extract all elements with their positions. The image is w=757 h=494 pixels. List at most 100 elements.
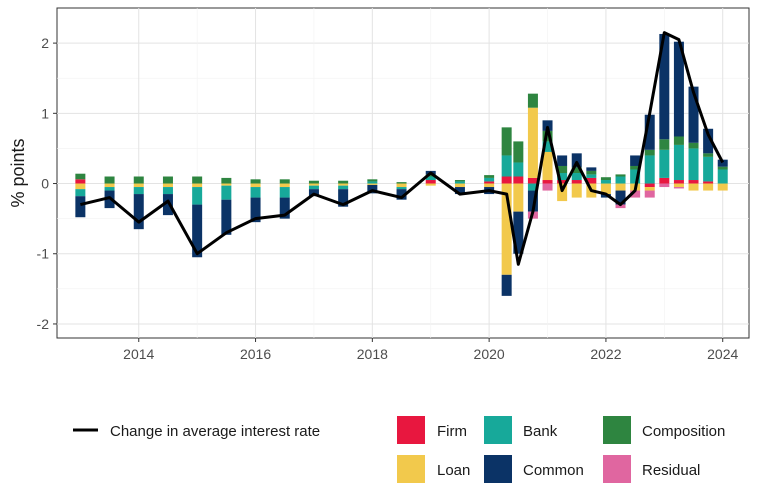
- bar-segment-composition: [396, 182, 407, 184]
- bar-segment-bank: [703, 156, 714, 182]
- bar-segment-loan: [717, 183, 728, 191]
- bar-segment-residual: [615, 204, 626, 209]
- bar-segment-firm: [501, 176, 512, 184]
- bar-segment-firm: [571, 180, 582, 184]
- bar-segment-composition: [571, 167, 582, 173]
- x-tick-label: 2016: [240, 346, 271, 362]
- bar-segment-firm: [484, 181, 495, 184]
- bar-segment-loan: [484, 183, 495, 188]
- bar-segment-firm: [527, 177, 538, 184]
- bar-segment-composition: [600, 177, 611, 181]
- axis-ticks: -2 -1 0 1 2 2014 2016 2018 2020 2022 2024: [37, 35, 739, 362]
- bar-segment-bank: [501, 155, 512, 177]
- bar-segment-common: [396, 189, 407, 200]
- bar-segment-common: [557, 155, 568, 166]
- x-tick-label: 2020: [474, 346, 505, 362]
- bar-segment-bank: [688, 148, 699, 181]
- bar-segment-bank: [600, 180, 611, 184]
- bar-segment-composition: [250, 179, 261, 184]
- bar-segment-composition: [644, 149, 655, 156]
- bar-segment-bank: [192, 187, 203, 205]
- bar-segment-common: [75, 196, 86, 218]
- bar-segment-common: [338, 189, 349, 207]
- bar-segment-bank: [717, 169, 728, 184]
- bar-segment-composition: [104, 176, 115, 184]
- legend-composition-label: Composition: [642, 423, 725, 440]
- bar-segment-loan: [250, 183, 261, 188]
- y-tick-label: -1: [37, 246, 50, 262]
- bar-segment-composition: [279, 179, 290, 184]
- bar-segment-common: [630, 155, 641, 166]
- bar-segment-common: [221, 199, 232, 235]
- bar-segment-composition: [133, 176, 144, 184]
- bar-segment-loan: [396, 183, 407, 188]
- bar-segment-common: [644, 114, 655, 150]
- y-tick-label: 0: [41, 176, 49, 192]
- bar-segment-common: [703, 128, 714, 154]
- bar-segment-common: [571, 153, 582, 168]
- bar-segment-common: [162, 194, 173, 216]
- legend-loan-label: Loan: [437, 462, 470, 479]
- bar-segment-common: [717, 159, 728, 167]
- legend-common-swatch: [484, 455, 512, 483]
- bar-segment-loan: [557, 183, 568, 202]
- bar-segment-firm: [659, 177, 670, 184]
- bar-segment-loan: [615, 183, 626, 191]
- bar-segment-firm: [688, 180, 699, 184]
- bar-segment-firm: [425, 180, 436, 184]
- bar-segment-bank: [586, 174, 597, 178]
- bar-segment-firm: [673, 180, 684, 184]
- bar-segment-composition: [688, 142, 699, 149]
- bar-segment-common: [454, 187, 465, 195]
- bar-segment-bank: [615, 176, 626, 184]
- legend-bank-label: Bank: [523, 423, 558, 440]
- bar-segment-loan: [279, 183, 290, 188]
- bar-segment-loan: [644, 187, 655, 191]
- legend-residual-label: Residual: [642, 462, 700, 479]
- bar-segment-loan: [367, 183, 378, 185]
- bar-segment-common: [250, 197, 261, 223]
- x-tick-label: 2018: [357, 346, 388, 362]
- x-tick-label: 2014: [123, 346, 154, 362]
- bar-segment-composition: [162, 176, 173, 184]
- bar-segment-firm: [703, 181, 714, 184]
- legend-firm-label: Firm: [437, 423, 467, 440]
- legend-bank-swatch: [484, 416, 512, 444]
- legend-composition-swatch: [603, 416, 631, 444]
- bar-segment-bank: [396, 187, 407, 190]
- bar-segment-bank: [367, 181, 378, 184]
- bar-segment-residual: [673, 187, 684, 189]
- bar-segment-composition: [659, 139, 670, 150]
- bar-segment-loan: [308, 183, 319, 186]
- bar-segment-residual: [659, 183, 670, 188]
- bar-segment-loan: [673, 183, 684, 188]
- y-axis-label: % points: [8, 138, 28, 207]
- bar-segment-firm: [586, 177, 597, 184]
- bar-segment-bank: [221, 185, 232, 200]
- bar-segment-common: [501, 274, 512, 296]
- legend-common-label: Common: [523, 462, 584, 479]
- bar-segment-common: [673, 41, 684, 137]
- bar-segment-composition: [221, 177, 232, 184]
- bar-segment-bank: [162, 187, 173, 195]
- bar-segment-common: [192, 204, 203, 258]
- bar-segment-loan: [192, 183, 203, 188]
- bar-segment-composition: [615, 174, 626, 177]
- bar-segment-common: [542, 120, 553, 131]
- bar-segment-firm: [644, 183, 655, 188]
- legend-loan-swatch: [397, 455, 425, 483]
- bar-segment-residual: [542, 183, 553, 191]
- y-tick-label: 2: [41, 35, 49, 51]
- bar-segment-composition: [484, 175, 495, 178]
- bar-segment-composition: [586, 170, 597, 175]
- bar-segment-residual: [630, 190, 641, 198]
- bar-segment-bank: [542, 141, 553, 152]
- bar-segment-composition: [192, 176, 203, 184]
- bar-segment-common: [513, 211, 524, 254]
- bar-segment-composition: [367, 179, 378, 182]
- bar-segment-composition: [454, 180, 465, 182]
- bar-segment-bank: [425, 176, 436, 181]
- bar-segment-bank: [673, 144, 684, 181]
- bar-segment-loan: [425, 183, 436, 186]
- bar-segment-firm: [75, 179, 86, 184]
